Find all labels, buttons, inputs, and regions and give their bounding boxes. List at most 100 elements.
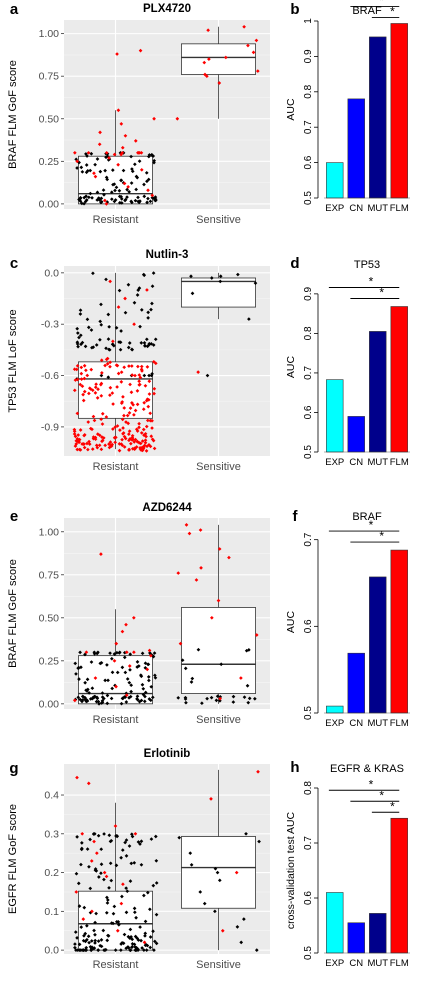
point-red xyxy=(95,396,100,400)
point-black xyxy=(200,701,204,706)
point-black xyxy=(112,199,117,204)
x-tick-label: Resistant xyxy=(93,214,139,226)
y-tick-label: 0.8 xyxy=(303,84,314,98)
point-black xyxy=(142,194,147,199)
point-red xyxy=(143,383,148,388)
point-black xyxy=(127,190,132,194)
y-axis-label: TP53 FLM LoF score xyxy=(7,309,19,412)
point-red xyxy=(242,24,246,29)
point-red xyxy=(136,150,140,155)
chart-d: 0.5 0.6 0.7 0.8 0.9 EXP CN MUT FLM * * TP53 AUC d xyxy=(285,255,410,468)
point-red xyxy=(129,390,134,395)
point-black xyxy=(92,694,97,699)
point-black xyxy=(139,308,144,312)
point-black xyxy=(133,198,138,203)
point-red xyxy=(100,422,105,426)
bar-exp xyxy=(326,162,344,199)
point-black xyxy=(142,182,146,187)
point-red xyxy=(93,391,98,395)
point-red xyxy=(146,188,150,193)
point-black xyxy=(189,274,193,279)
point-black xyxy=(99,871,103,876)
chart-a: 0.00 0.25 0.50 0.75 1.00 Resistant Sensitive PL… xyxy=(7,1,270,226)
y-tick-label: 0.0 xyxy=(44,267,59,279)
point-red xyxy=(91,436,96,441)
point-red xyxy=(82,389,87,394)
point-red xyxy=(119,901,124,906)
bar-exp xyxy=(326,892,344,954)
point-red xyxy=(90,388,95,393)
point-red xyxy=(122,365,127,370)
point-black xyxy=(118,200,122,205)
chart-g: 0.0 0.1 0.2 0.3 0.4 Resistant Sensitive Erlotin… xyxy=(7,748,270,971)
bar-cn xyxy=(347,652,365,714)
point-red xyxy=(90,447,95,451)
point-black xyxy=(85,169,90,173)
point-red xyxy=(139,364,144,369)
point-red xyxy=(147,379,152,384)
point-red xyxy=(140,439,145,443)
y-tick-label: 0.6 xyxy=(303,619,314,633)
point-black xyxy=(142,341,147,345)
bar-mut xyxy=(369,36,387,199)
panel-letter: b xyxy=(290,1,299,18)
point-red xyxy=(139,167,144,172)
x-tick-label: Resistant xyxy=(93,959,139,971)
x-tick-label: FLM xyxy=(390,457,409,468)
point-red xyxy=(108,385,113,390)
chart-title: Erlotinib xyxy=(144,748,191,760)
point-red xyxy=(132,412,136,417)
point-black xyxy=(75,166,79,170)
y-tick-label: 0.25 xyxy=(39,655,60,667)
point-black xyxy=(134,174,139,179)
point-red xyxy=(77,440,82,445)
point-red xyxy=(113,440,118,445)
point-red xyxy=(133,408,138,413)
point-red xyxy=(80,384,85,389)
point-red xyxy=(100,435,104,439)
point-red xyxy=(122,181,127,186)
box xyxy=(78,155,153,205)
y-axis-label: BRAF FLM GoF score xyxy=(7,559,19,668)
significance-star: * xyxy=(379,788,384,802)
y-tick-label: 0.75 xyxy=(39,71,60,83)
point-black xyxy=(180,658,185,663)
point-red xyxy=(148,411,153,416)
point-red xyxy=(149,434,154,439)
point-red xyxy=(207,57,211,62)
point-black xyxy=(78,312,83,316)
point-black xyxy=(142,373,147,378)
y-tick-label: 0.25 xyxy=(39,156,60,168)
y-tick-label: 0.6 xyxy=(303,405,314,419)
point-black xyxy=(218,279,223,284)
point-red xyxy=(80,442,85,446)
y-axis-label: cross-validation test AUC xyxy=(285,811,297,929)
point-red xyxy=(146,404,151,409)
point-red xyxy=(150,426,154,430)
point-black xyxy=(144,337,149,342)
point-red xyxy=(141,407,146,412)
point-red xyxy=(126,432,131,436)
point-red xyxy=(115,385,119,389)
significance-star: * xyxy=(390,4,395,18)
point-black xyxy=(150,195,155,200)
point-black xyxy=(126,345,131,350)
point-black xyxy=(146,310,151,315)
point-black xyxy=(110,670,115,675)
point-red xyxy=(104,357,109,362)
bar-mut xyxy=(369,331,387,453)
point-red xyxy=(129,364,134,368)
point-black xyxy=(125,195,129,199)
point-red xyxy=(143,440,148,445)
bar-cn xyxy=(347,922,365,954)
y-tick-label: 0.8 xyxy=(303,781,314,795)
point-black xyxy=(92,928,96,933)
point-red xyxy=(72,432,77,436)
y-tick-label: 0.1 xyxy=(44,906,59,918)
point-red xyxy=(91,414,96,419)
point-red xyxy=(139,431,144,435)
y-tick-label: 0.6 xyxy=(303,891,314,905)
y-tick-label: 0.50 xyxy=(39,612,60,624)
point-black xyxy=(147,342,152,347)
point-red xyxy=(137,421,141,426)
